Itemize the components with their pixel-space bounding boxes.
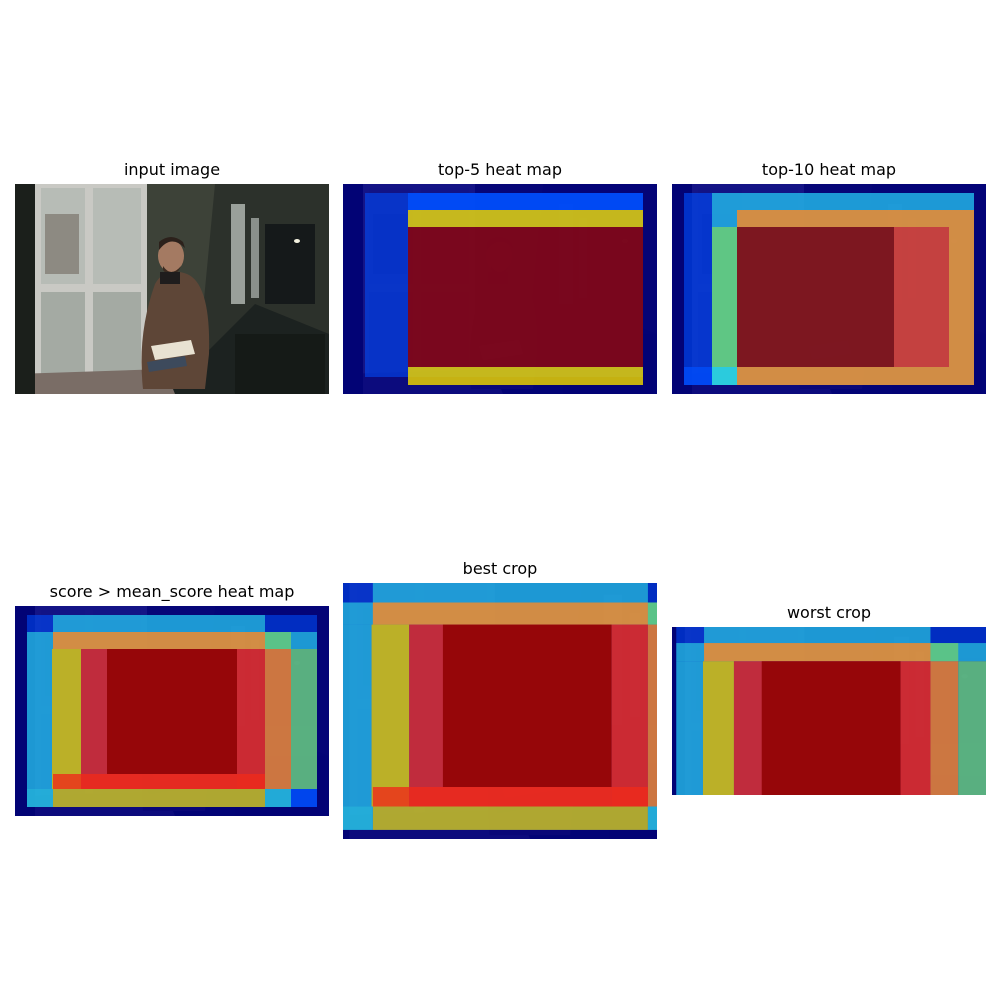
top5-heatmap [343,184,657,394]
top5-heatmap-panel [343,184,657,394]
best-crop [343,583,657,839]
worst-crop [672,627,986,795]
mean-score-heatmap [15,606,329,816]
panel-title-top10: top-10 heat map [761,160,897,179]
top10-heatmap [672,184,986,394]
panel-title-input: input image [123,160,221,179]
top10-heatmap-panel [672,184,986,394]
panel-title-top5: top-5 heat map [438,160,562,179]
best-crop-panel [343,583,657,839]
input-image-panel [15,184,329,394]
panel-title-best: best crop [462,559,538,578]
mean-score-heatmap-panel [15,606,329,816]
worst-crop-panel [672,627,986,795]
panel-title-mean: score > mean_score heat map [49,582,295,601]
panel-title-worst: worst crop [786,603,872,622]
input-image [15,184,329,394]
